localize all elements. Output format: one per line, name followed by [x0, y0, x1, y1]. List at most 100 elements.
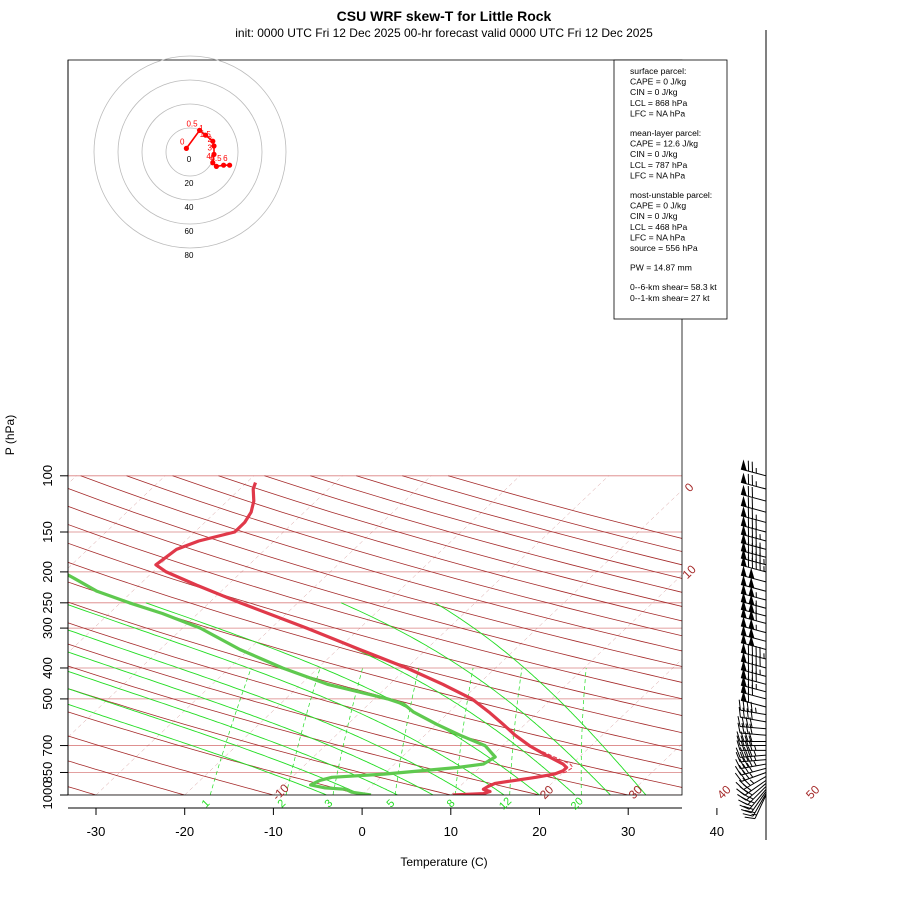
y-tick-label: 850: [40, 762, 55, 784]
x-tick-label: 40: [710, 824, 724, 839]
mixing-ratio-label: 20: [569, 795, 586, 812]
dry-adiabat-120: [80, 475, 682, 652]
chart-subtitle: init: 0000 UTC Fri 12 Dec 2025 00-hr for…: [235, 26, 653, 40]
wind-barb-pennant: [740, 540, 747, 553]
wind-barb-full: [742, 801, 753, 807]
hodograph-ring-label: 60: [185, 227, 194, 236]
dry-adiabat-90: [68, 524, 682, 700]
wind-barb-full: [743, 757, 749, 768]
wind-barb-full: [742, 707, 745, 719]
wind-barb-pennant: [740, 624, 747, 637]
x-tick-label: 10: [444, 824, 458, 839]
wind-barb-full: [740, 740, 745, 751]
wind-barb-shaft: [740, 634, 767, 642]
wind-barb: [734, 769, 767, 782]
wind-barb-pennant: [740, 515, 747, 527]
hodograph-point-label: 1.5: [200, 130, 212, 139]
info-line: LCL = 787 hPa: [630, 160, 687, 170]
isotherm-label: 10: [679, 562, 699, 582]
wind-barb-shaft: [740, 732, 767, 736]
y-tick-label: 500: [40, 688, 55, 710]
wind-barb-full: [737, 716, 741, 727]
dry-adiabat-20: [68, 665, 540, 795]
wind-barb-shaft: [740, 481, 767, 490]
dry-adiabat-200: [448, 475, 682, 539]
wind-barb-pennant: [748, 609, 755, 621]
wind-barb-half: [755, 707, 757, 713]
wind-barb-full: [746, 708, 749, 719]
hodograph-point: [183, 145, 189, 151]
info-line: CIN = 0 J/kg: [630, 87, 678, 97]
info-line: PW = 14.87 mm: [630, 263, 692, 273]
info-line: 0--6-km shear= 58.3 kt: [630, 282, 717, 292]
wind-barb: [740, 459, 767, 477]
moist-adiabat-32: [434, 602, 647, 795]
wind-barb-pennant: [748, 601, 755, 613]
isotherm--60: [68, 475, 166, 569]
x-tick-label: -20: [175, 824, 194, 839]
info-line: LCL = 468 hPa: [630, 222, 687, 232]
wind-barb-full: [742, 763, 750, 774]
wind-barb-full: [738, 699, 741, 711]
info-box-frame: [613, 59, 728, 320]
parcel-trace-line: [502, 723, 574, 781]
hodograph-point: [213, 163, 219, 169]
mixing-ratio-5: [394, 667, 420, 795]
wind-barb-shaft: [740, 684, 767, 693]
wind-barb: [736, 735, 767, 747]
wind-barb-shaft: [740, 592, 767, 601]
isotherm-label: 40: [714, 782, 734, 802]
info-line: LFC = NA hPa: [630, 232, 685, 242]
wind-barb-full: [735, 759, 741, 769]
wind-barb-pennant: [740, 607, 747, 619]
wind-barb-pennant: [740, 616, 747, 628]
wind-barb-pennant: [748, 567, 755, 579]
wind-barb-full: [750, 709, 753, 720]
hodograph-point-label: 1: [199, 124, 204, 133]
wind-barb: [740, 472, 767, 490]
wind-barb: [740, 484, 767, 502]
isotherm-label: 30: [626, 782, 646, 802]
wind-barb-shaft: [740, 524, 767, 533]
moist-adiabat-16: [68, 604, 505, 795]
wind-barb-pennant: [748, 627, 755, 639]
wind-barb-full: [736, 740, 741, 751]
wind-barb-pennant: [740, 484, 747, 496]
isotherm--50: [68, 475, 254, 654]
wind-barb-full: [740, 735, 745, 746]
hodograph-point: [221, 162, 227, 168]
wind-barb-pennant: [740, 565, 747, 577]
x-tick-label: -10: [264, 824, 283, 839]
wind-barb-full: [748, 731, 753, 742]
hodograph-point: [210, 138, 216, 144]
wind-barb-full: [741, 716, 745, 727]
info-line: CIN = 0 J/kg: [630, 149, 678, 159]
wind-barb-full: [739, 747, 745, 758]
dry-adiabat-110: [68, 488, 682, 667]
wind-barb-half: [751, 813, 757, 816]
wind-barb-pennant: [740, 495, 747, 507]
hodograph-point-label: 4: [206, 152, 211, 161]
dry-adiabat-150: [218, 475, 682, 607]
wind-barb-half: [749, 779, 755, 784]
wind-barb-shaft: [740, 616, 767, 624]
hodograph-ring-80: [93, 55, 287, 249]
hodograph-point: [211, 143, 217, 149]
dry-adiabat--20: [68, 760, 185, 795]
isotherm--20: [184, 475, 521, 795]
dry-adiabat-30: [68, 643, 629, 795]
wind-barb-full: [748, 735, 753, 746]
info-line: surface parcel:: [630, 66, 686, 76]
wind-barb: [739, 789, 767, 810]
wind-barb: [735, 756, 767, 770]
hodograph-trace: [185, 129, 230, 168]
wind-barb-pennant: [740, 651, 747, 663]
info-line: mean-layer parcel:: [630, 128, 701, 138]
hodograph-point-label: 2: [208, 135, 213, 144]
x-tick-label: -30: [87, 824, 106, 839]
y-tick-label: 300: [40, 617, 55, 639]
wind-barb-shaft: [752, 793, 767, 817]
x-tick-label: 0: [358, 824, 365, 839]
moist-adiabat-8: [68, 651, 434, 795]
